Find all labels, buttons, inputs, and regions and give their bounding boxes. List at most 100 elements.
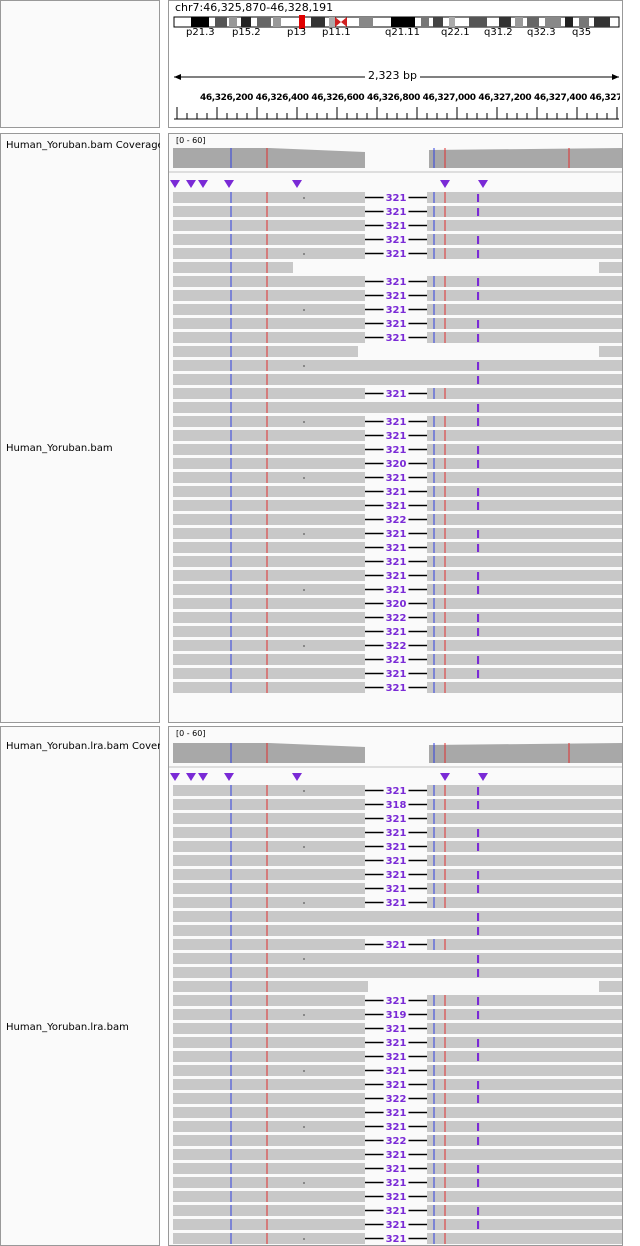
base-dot	[303, 309, 305, 311]
insertion-i: I	[476, 612, 480, 625]
read	[173, 1149, 365, 1160]
ideogram-band	[499, 17, 511, 27]
insertion-i: I	[476, 1205, 480, 1218]
gap-label-bg	[383, 996, 409, 1007]
deletion-size-label: 321	[386, 249, 407, 260]
base-dot	[303, 958, 305, 960]
gap-label-bg	[383, 1010, 409, 1021]
insertion-i: I	[476, 444, 480, 457]
read	[427, 1009, 622, 1020]
gap-label-bg	[383, 870, 409, 881]
ruler-panel	[168, 0, 623, 128]
deletion-size-label: 322	[386, 1136, 407, 1147]
read	[427, 995, 622, 1006]
read	[173, 318, 365, 329]
base-dot	[303, 589, 305, 591]
insertion-marker	[440, 180, 450, 188]
track2-data-panel[interactable]: 321 I 318 I 321 321 I 321 I 321 321 I 321 I 321 I I 321 I I…	[168, 726, 623, 1246]
base-dot	[303, 1238, 305, 1240]
track1-name-panel: Human_Yoruban.bam Coverage Human_Yoruban…	[0, 133, 160, 723]
gap-label-bg	[383, 1150, 409, 1161]
read	[173, 276, 365, 287]
read	[427, 883, 622, 894]
read	[173, 1219, 365, 1230]
insertion-i: I	[476, 528, 480, 541]
ideogram-band	[257, 17, 271, 27]
ideogram-band	[359, 17, 373, 27]
gap-label-bg	[383, 800, 409, 811]
read	[427, 1233, 622, 1244]
ideogram-band	[469, 17, 487, 27]
insertion-i: I	[476, 206, 480, 219]
read	[173, 1051, 365, 1062]
gap-label-bg	[383, 599, 409, 610]
base-dot	[303, 1014, 305, 1016]
ideogram-band	[579, 17, 589, 27]
deletion-size-label: 321	[386, 884, 407, 895]
deletion-size-label: 321	[386, 842, 407, 853]
gap-label-bg	[383, 1136, 409, 1147]
read	[173, 799, 365, 810]
read	[427, 206, 622, 217]
insertion-marker	[224, 773, 234, 781]
read	[173, 598, 365, 609]
read	[427, 682, 622, 693]
gap-label-bg	[383, 459, 409, 470]
track1-data-panel[interactable]: 321 I 321 I 321 321 I 321 I 321 I 321 I 321 321 I 321 I I I…	[168, 133, 623, 723]
deletion-size-label: 321	[386, 898, 407, 909]
deletion-size-label: 321	[386, 473, 407, 484]
alignment-track-label[interactable]: Human_Yoruban.lra.bam	[6, 1022, 129, 1033]
read	[173, 995, 365, 1006]
gap-label-bg	[383, 1108, 409, 1119]
read	[173, 416, 365, 427]
deletion-size-label: 322	[386, 641, 407, 652]
gap-label-bg	[383, 543, 409, 554]
base-dot	[303, 477, 305, 479]
locus-readout[interactable]: chr7:46,325,870-46,328,191	[175, 1, 334, 14]
insertion-marker	[198, 180, 208, 188]
coverage-track-label[interactable]: Human_Yoruban.bam Coverage	[6, 140, 160, 151]
gap-label-bg	[383, 473, 409, 484]
read	[427, 514, 622, 525]
read	[427, 612, 622, 623]
base-dot	[303, 1126, 305, 1128]
insertion-marker	[478, 180, 488, 188]
ideogram-and-ruler[interactable]	[169, 1, 623, 128]
insertion-i: I	[476, 1219, 480, 1232]
read	[173, 1093, 365, 1104]
gap-label-bg	[383, 884, 409, 895]
region-span: 2,323 bp	[365, 69, 420, 82]
deletion-size-label: 321	[386, 543, 407, 554]
deletion-size-label: 321	[386, 1122, 407, 1133]
band-label: q31.2	[484, 27, 513, 38]
coverage-track-label[interactable]: Human_Yoruban.lra.bam Coverage	[6, 741, 160, 752]
ideogram-band	[545, 17, 561, 27]
deletion-size-label: 321	[386, 417, 407, 428]
alignment-track-label[interactable]: Human_Yoruban.bam	[6, 443, 113, 454]
base-dot	[303, 790, 305, 792]
gap-label-bg	[383, 221, 409, 232]
insertion-i: I	[476, 1163, 480, 1176]
gap-label-bg	[383, 333, 409, 344]
band-label: p11.1	[322, 27, 351, 38]
deletion-size-label: 320	[386, 459, 407, 470]
read	[173, 472, 365, 483]
read	[173, 346, 358, 357]
deletion-size-label: 322	[386, 1094, 407, 1105]
insertion-i: I	[476, 1135, 480, 1148]
deletion-size-label: 321	[386, 1024, 407, 1035]
insertion-i: I	[476, 995, 480, 1008]
deletion-size-label: 321	[386, 814, 407, 825]
read	[427, 939, 622, 950]
deletion-size-label: 321	[386, 501, 407, 512]
read	[173, 1177, 365, 1188]
deletion-size-label: 321	[386, 1234, 407, 1245]
gap-label-bg	[383, 1192, 409, 1203]
deletion-size-label: 321	[386, 1150, 407, 1161]
read	[427, 1177, 622, 1188]
gap-label-bg	[383, 898, 409, 909]
insertion-i: I	[476, 883, 480, 896]
ideogram-band	[391, 17, 415, 27]
